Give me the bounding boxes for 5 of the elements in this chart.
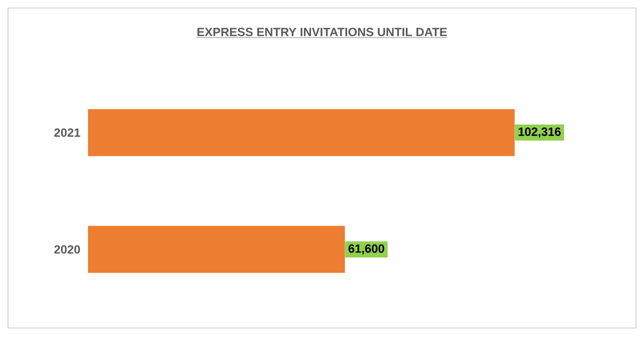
data-label: 61,600 xyxy=(348,244,384,255)
chart-title: EXPRESS ENTRY INVITATIONS UNTIL DATE xyxy=(197,28,447,36)
data-label: 102,316 xyxy=(518,127,561,138)
y-tick-label: 2021 xyxy=(54,128,80,137)
y-tick-label: 2020 xyxy=(54,245,80,254)
